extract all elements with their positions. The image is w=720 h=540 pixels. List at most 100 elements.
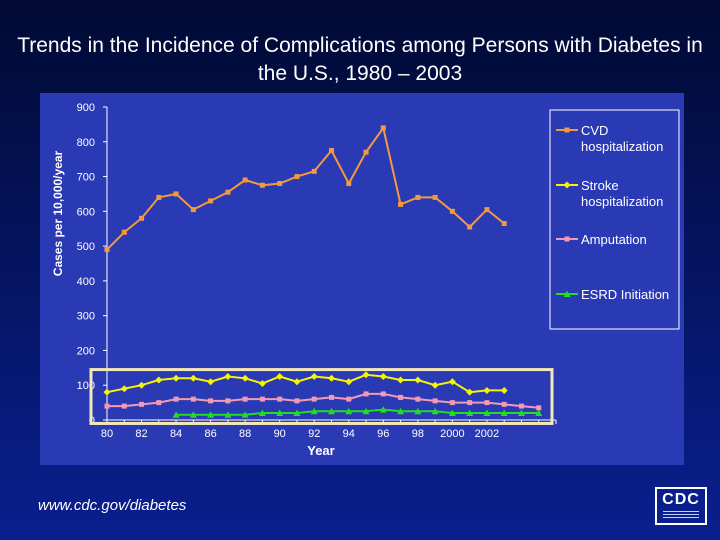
point-stroke-hospitalization-1981: [120, 385, 128, 393]
legend-label-cvd-hospitalization-line2: hospitalization: [581, 139, 663, 154]
point-amputation-1994: [346, 396, 352, 402]
point-esrd-initiation-1986: [207, 411, 215, 418]
point-cvd-hospitalization-1987: [225, 189, 231, 195]
point-amputation-1985: [190, 396, 196, 402]
series-line-amputation: [107, 392, 539, 409]
point-cvd-hospitalization-1999: [432, 194, 438, 200]
point-cvd-hospitalization-1990: [277, 181, 283, 187]
point-stroke-hospitalization-1985: [189, 374, 197, 382]
point-esrd-initiation-2005: [535, 409, 543, 417]
point-stroke-hospitalization-1980: [103, 388, 111, 396]
point-amputation-1990: [277, 396, 283, 402]
point-amputation-1992: [311, 396, 317, 402]
point-esrd-initiation-1996: [379, 406, 387, 413]
point-cvd-hospitalization-1982: [139, 215, 145, 221]
point-amputation-2000: [449, 400, 455, 406]
slide-title: Trends in the Incidence of Complications…: [17, 34, 703, 85]
point-stroke-hospitalization-1984: [172, 374, 180, 382]
point-stroke-hospitalization-1989: [258, 379, 266, 387]
point-cvd-hospitalization-1994: [346, 181, 352, 187]
series-line-esrd-initiation: [176, 408, 539, 416]
point-amputation-1984: [173, 396, 179, 402]
point-esrd-initiation-2004: [517, 409, 525, 417]
point-esrd-initiation-1998: [414, 407, 422, 415]
highlight-box: [89, 368, 554, 425]
point-cvd-hospitalization-1992: [311, 168, 317, 174]
point-amputation-1995: [363, 391, 369, 397]
legend-swatch-marker-stroke-hospitalization: [563, 181, 571, 189]
x-tick-label-86: 86: [204, 428, 216, 440]
point-stroke-hospitalization-1999: [431, 381, 439, 389]
point-cvd-hospitalization-1985: [190, 207, 196, 213]
point-cvd-hospitalization-1986: [208, 198, 214, 204]
point-amputation-1988: [242, 396, 248, 402]
legend-swatch-marker-cvd-hospitalization: [564, 127, 570, 133]
point-amputation-2001: [467, 400, 473, 406]
y-tick-label-400: 400: [77, 276, 95, 288]
point-cvd-hospitalization-1981: [121, 229, 127, 235]
legend-swatch-marker-amputation: [564, 236, 570, 242]
point-cvd-hospitalization-1998: [415, 194, 421, 200]
legend-label-stroke-hospitalization-line2: hospitalization: [581, 194, 663, 209]
point-cvd-hospitalization-1984: [173, 191, 179, 197]
point-cvd-hospitalization-1991: [294, 174, 300, 180]
point-cvd-hospitalization-1988: [242, 177, 248, 183]
point-amputation-1993: [329, 394, 334, 400]
point-amputation-2002: [484, 400, 490, 406]
point-cvd-hospitalization-1980: [104, 247, 110, 253]
cdc-logo-text: CDC: [662, 491, 700, 508]
point-esrd-initiation-1985: [189, 411, 197, 418]
point-esrd-initiation-2002: [483, 409, 491, 417]
point-esrd-initiation-1995: [362, 407, 370, 415]
point-amputation-1989: [259, 396, 265, 402]
point-amputation-1999: [432, 398, 438, 404]
x-tick-label-2002: 2002: [475, 428, 499, 440]
point-amputation-1987: [225, 398, 231, 404]
x-tick-label-90: 90: [274, 428, 286, 440]
point-stroke-hospitalization-1992: [310, 373, 318, 381]
point-amputation-1980: [104, 403, 110, 409]
point-amputation-1996: [380, 391, 386, 397]
point-amputation-1982: [139, 401, 145, 407]
point-esrd-initiation-1993: [328, 407, 335, 415]
point-stroke-hospitalization-1983: [155, 376, 163, 384]
point-cvd-hospitalization-2000: [449, 208, 455, 214]
point-esrd-initiation-1987: [224, 411, 232, 418]
x-tick-label-98: 98: [412, 428, 424, 440]
point-cvd-hospitalization-1993: [329, 147, 334, 153]
point-cvd-hospitalization-1983: [156, 194, 162, 200]
x-tick-label-84: 84: [170, 428, 182, 440]
legend-label-esrd-initiation: ESRD Initiation: [581, 287, 669, 302]
y-tick-label-600: 600: [77, 206, 95, 218]
point-stroke-hospitalization-1995: [362, 371, 370, 379]
x-tick-label-92: 92: [308, 428, 320, 440]
point-esrd-initiation-1999: [431, 407, 439, 415]
x-tick-label-96: 96: [377, 428, 389, 440]
point-cvd-hospitalization-2002: [484, 207, 490, 213]
legend-swatch-marker-esrd-initiation: [563, 290, 571, 297]
point-cvd-hospitalization-2003: [501, 221, 507, 227]
point-esrd-initiation-2003: [500, 409, 508, 417]
point-esrd-initiation-1992: [310, 407, 318, 415]
point-stroke-hospitalization-1993: [328, 374, 335, 382]
point-stroke-hospitalization-2000: [448, 378, 456, 386]
series-line-stroke-hospitalization: [106, 373, 505, 394]
point-cvd-hospitalization-1997: [398, 201, 404, 207]
point-stroke-hospitalization-1994: [345, 378, 353, 386]
point-cvd-hospitalization-1989: [259, 182, 265, 188]
x-tick-label-80: 80: [101, 428, 113, 440]
point-amputation-2005: [536, 405, 542, 411]
footer-url[interactable]: www.cdc.gov/diabetes: [38, 497, 187, 514]
point-stroke-hospitalization-2001: [466, 388, 474, 396]
point-stroke-hospitalization-2003: [500, 386, 508, 394]
legend-label-amputation: Amputation: [581, 232, 647, 247]
point-stroke-hospitalization-1982: [138, 381, 146, 389]
point-esrd-initiation-1994: [345, 407, 353, 415]
point-stroke-hospitalization-1996: [379, 373, 387, 381]
point-amputation-2003: [501, 401, 507, 407]
point-esrd-initiation-1997: [397, 407, 405, 415]
series-line-cvd-hospitalization: [106, 125, 505, 251]
point-stroke-hospitalization-1987: [224, 373, 232, 381]
y-tick-label-500: 500: [77, 241, 95, 253]
